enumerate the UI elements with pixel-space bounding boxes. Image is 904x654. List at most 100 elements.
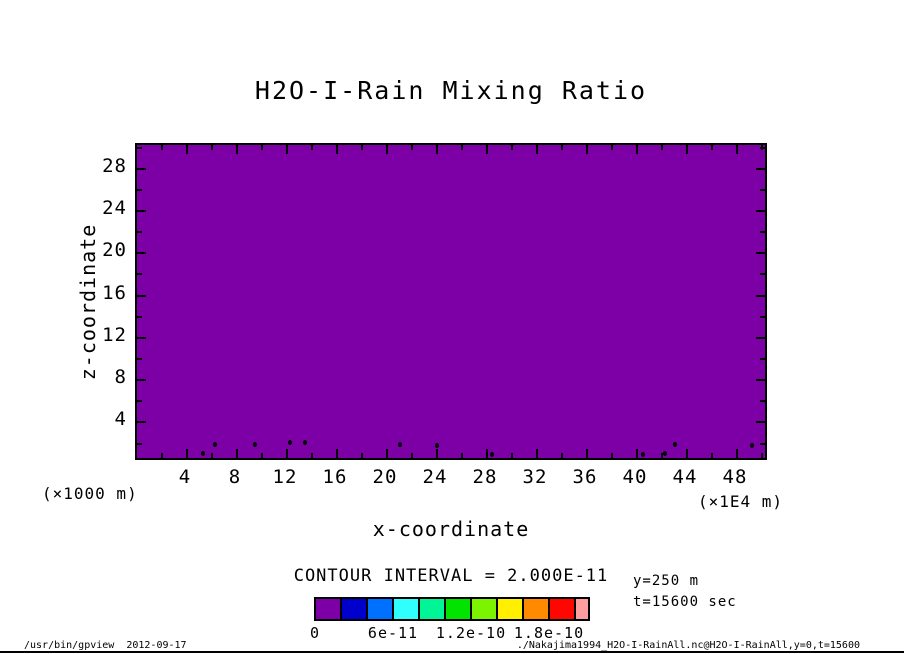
x-minor-tick [311,145,313,150]
contour-speck [201,451,206,457]
y-minor-tick [137,315,142,318]
x-minor-tick [411,453,413,458]
y-minor-tick [760,400,765,403]
y-major-tick [137,294,146,297]
x-tick-label: 44 [672,466,698,488]
x-minor-tick [661,145,663,150]
colorbar-cell [498,599,522,619]
x-major-tick [536,449,538,458]
colorbar-cell [316,599,340,619]
x-minor-tick [161,453,163,458]
x-major-tick [736,449,738,458]
x-minor-tick [361,453,363,458]
contour-speck [287,440,292,446]
y-major-tick [756,252,765,255]
colorbar [314,597,590,621]
y-tick-label: 16 [102,281,127,304]
y-axis-unit-label: (×1000 m) [42,484,138,503]
y-tick-label: 24 [102,197,127,220]
y-minor-tick [137,188,142,191]
x-minor-tick [511,453,513,458]
contour-speck [750,442,754,448]
x-axis-unit-label: (×1E4 m) [697,492,783,511]
x-tick-label: 40 [622,466,648,488]
x-tick-label: 36 [572,466,598,488]
x-minor-tick [611,453,613,458]
y-slice-annotation: y=250 m [633,573,700,589]
y-minor-tick [137,442,142,445]
y-major-tick [137,252,146,255]
y-minor-tick [137,273,142,276]
y-tick-label: 28 [102,154,127,177]
x-tick-label: 4 [178,466,192,488]
y-minor-tick [137,400,142,403]
bottom-rule [0,651,904,653]
footer-command-date: /usr/bin/gpview 2012-09-17 [24,640,187,651]
colorbar-cell [550,599,574,619]
x-major-tick [386,145,388,154]
y-minor-tick [760,315,765,318]
y-major-tick [137,336,146,339]
x-major-tick [586,145,588,154]
x-tick-label: 20 [372,466,398,488]
y-major-tick [137,210,146,213]
colorbar-cell [524,599,548,619]
x-major-tick [586,449,588,458]
colorbar-cell [472,599,496,619]
slice-annotations: y=250 m t=15600 sec [633,571,737,613]
y-minor-tick [760,231,765,234]
x-tick-label: 32 [522,466,548,488]
x-major-tick [536,145,538,154]
y-major-tick [137,421,146,424]
y-tick-label: 12 [102,323,127,346]
y-major-tick [756,421,765,424]
x-minor-tick [161,145,163,150]
x-minor-tick [461,145,463,150]
contour-interval-label: CONTOUR INTERVAL = 2.000E-11 [293,566,609,586]
x-major-tick [236,145,238,154]
x-tick-label: 28 [472,466,498,488]
x-major-tick [236,449,238,458]
x-axis-title: x-coordinate [372,517,530,541]
x-major-tick [286,449,288,458]
x-major-tick [336,449,338,458]
t-slice-annotation: t=15600 sec [633,594,737,610]
y-minor-tick [137,231,142,234]
x-minor-tick [361,145,363,150]
chart-title: H2O-I-Rain Mixing Ratio [254,76,648,105]
colorbar-cell [368,599,392,619]
y-major-tick [756,336,765,339]
x-minor-tick [611,145,613,150]
colorbar-tick-label: 6e-11 [367,624,419,642]
x-minor-tick [261,453,263,458]
contour-speck [302,440,307,446]
x-minor-tick [211,453,213,458]
colorbar-cell [342,599,366,619]
x-minor-tick [761,453,763,458]
x-major-tick [636,449,638,458]
contour-speck [662,451,667,457]
y-major-tick [137,167,146,170]
x-major-tick [336,145,338,154]
y-minor-tick [760,188,765,191]
contour-speck [252,441,257,447]
y-major-tick [756,210,765,213]
colorbar-cell [446,599,470,619]
x-minor-tick [261,145,263,150]
contour-speck [641,452,646,458]
x-minor-tick [311,453,313,458]
x-minor-tick [661,453,663,458]
x-minor-tick [711,453,713,458]
x-major-tick [736,145,738,154]
contour-speck [435,442,439,448]
x-major-tick [636,145,638,154]
y-tick-label: 20 [102,239,127,262]
x-major-tick [686,449,688,458]
x-minor-tick [511,145,513,150]
x-major-tick [486,145,488,154]
colorbar-cell [576,599,588,619]
x-major-tick [186,145,188,154]
y-minor-tick [760,442,765,445]
x-minor-tick [211,145,213,150]
x-minor-tick [411,145,413,150]
